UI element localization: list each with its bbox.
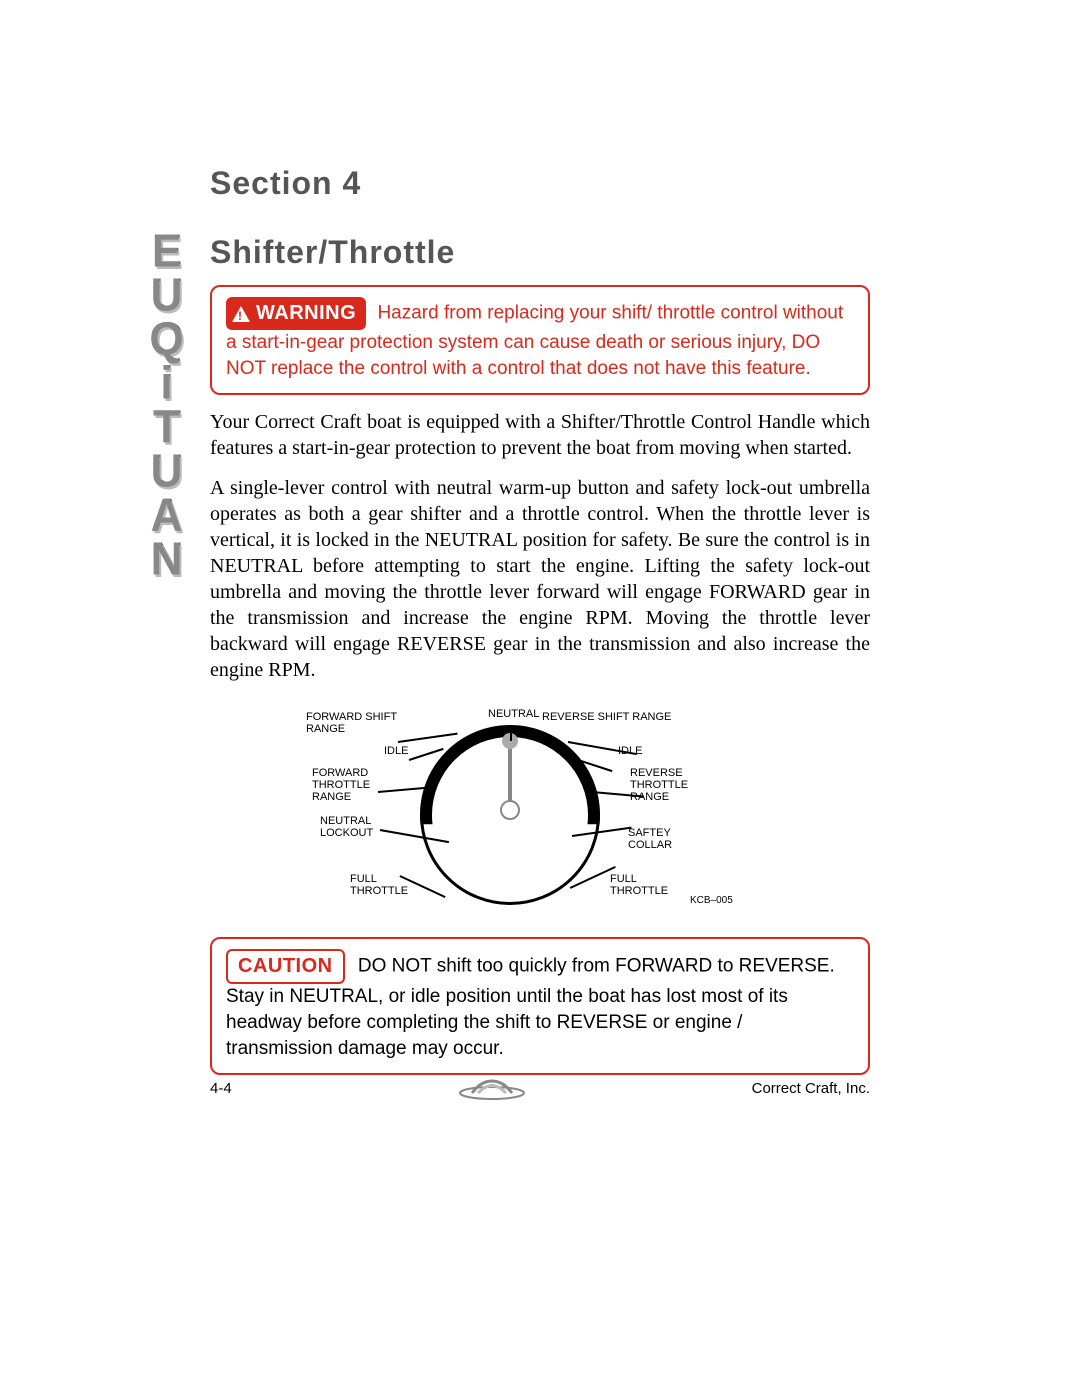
warning-badge: WARNING <box>226 297 366 330</box>
page: E U Q i T U A N Section 4 Shifter/Thrott… <box>0 0 1080 1397</box>
body-paragraph-1: Your Correct Craft boat is equipped with… <box>210 409 870 461</box>
body-paragraph-2: A single-lever control with neutral warm… <box>210 475 870 683</box>
page-footer: 4-4 Correct Craft, Inc. <box>210 1075 870 1101</box>
diagram-label-safety-collar: SAFTEYCOLLAR <box>628 827 672 851</box>
footer-logo-icon <box>456 1075 528 1101</box>
diagram-lead-line <box>510 727 512 741</box>
brand-letter: A <box>138 493 194 539</box>
brand-letter: Q <box>138 317 194 363</box>
brand-letter: T <box>138 405 194 451</box>
caution-callout: CAUTION DO NOT shift too quickly from FO… <box>210 937 870 1075</box>
caution-badge: CAUTION <box>226 949 345 984</box>
warning-triangle-icon <box>232 306 250 322</box>
warning-badge-label: WARNING <box>256 300 356 327</box>
diagram-label-idle-right: IDLE <box>618 745 642 757</box>
diagram-label-reverse-shift: REVERSE SHIFT RANGE <box>542 711 671 723</box>
brand-letter: E <box>138 229 194 275</box>
brand-letter: U <box>138 449 194 495</box>
diagram-label-idle-left: IDLE <box>384 745 408 757</box>
diagram-label-full-throttle-right: FULLTHROTTLE <box>610 873 668 897</box>
diagram-label-rev-throttle: REVERSETHROTTLERANGE <box>630 767 688 803</box>
diagram-label-full-throttle-left: FULLTHROTTLE <box>350 873 408 897</box>
diagram-label-forward-shift: FORWARD SHIFTRANGE <box>306 711 397 735</box>
footer-company: Correct Craft, Inc. <box>752 1080 870 1097</box>
section-title: Shifter/Throttle <box>210 234 870 271</box>
brand-letter: N <box>138 537 194 583</box>
diagram-label-neutral-lockout: NEUTRALLOCKOUT <box>320 815 373 839</box>
brand-letter: i <box>138 361 194 407</box>
brand-letter: U <box>138 273 194 319</box>
warning-callout: WARNING Hazard from replacing your shift… <box>210 285 870 395</box>
footer-page-number: 4-4 <box>210 1080 232 1097</box>
section-label: Section 4 <box>210 165 870 202</box>
side-brand-nautique: E U Q i T U A N <box>138 230 194 670</box>
content-column: Section 4 Shifter/Throttle WARNING Hazar… <box>210 165 870 1075</box>
diagram-lead-line <box>398 733 458 743</box>
diagram-label-fwd-throttle: FORWARDTHROTTLERANGE <box>312 767 370 803</box>
shifter-diagram: FORWARD SHIFTRANGE NEUTRAL REVERSE SHIFT… <box>210 705 870 915</box>
diagram-label-neutral-top: NEUTRAL <box>488 708 539 720</box>
diagram-ref-code: KCB–005 <box>690 895 733 906</box>
